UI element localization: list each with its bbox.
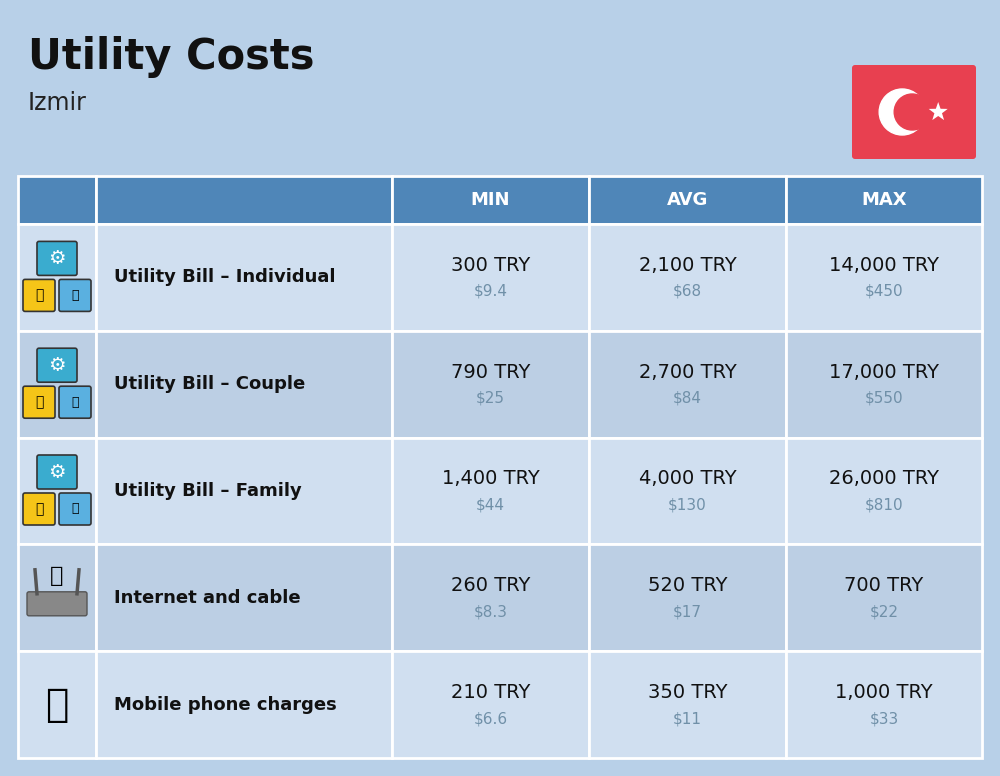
Text: MAX: MAX — [861, 191, 907, 209]
FancyBboxPatch shape — [786, 176, 982, 224]
FancyBboxPatch shape — [59, 493, 91, 525]
Text: 300 TRY: 300 TRY — [451, 256, 530, 275]
FancyBboxPatch shape — [589, 224, 786, 331]
Text: 260 TRY: 260 TRY — [451, 577, 530, 595]
Polygon shape — [929, 102, 948, 120]
Circle shape — [879, 89, 925, 135]
Text: $44: $44 — [476, 497, 505, 512]
Text: $9.4: $9.4 — [474, 284, 508, 299]
FancyBboxPatch shape — [59, 279, 91, 311]
Text: $84: $84 — [673, 390, 702, 406]
Text: Utility Bill – Couple: Utility Bill – Couple — [114, 376, 305, 393]
FancyBboxPatch shape — [392, 651, 589, 758]
FancyBboxPatch shape — [18, 651, 96, 758]
Text: Utility Bill – Family: Utility Bill – Family — [114, 482, 302, 500]
FancyBboxPatch shape — [589, 176, 786, 224]
Text: 🚰: 🚰 — [71, 396, 79, 409]
FancyBboxPatch shape — [18, 224, 96, 331]
FancyBboxPatch shape — [589, 545, 786, 651]
Text: $810: $810 — [865, 497, 903, 512]
Text: 4,000 TRY: 4,000 TRY — [639, 469, 736, 489]
FancyBboxPatch shape — [96, 224, 392, 331]
Text: $33: $33 — [869, 711, 899, 726]
FancyBboxPatch shape — [27, 592, 87, 616]
Text: 2,100 TRY: 2,100 TRY — [639, 256, 736, 275]
FancyBboxPatch shape — [96, 331, 392, 438]
Text: $17: $17 — [673, 605, 702, 619]
FancyBboxPatch shape — [589, 331, 786, 438]
Text: 14,000 TRY: 14,000 TRY — [829, 256, 939, 275]
FancyBboxPatch shape — [37, 241, 77, 275]
Circle shape — [894, 94, 930, 130]
FancyBboxPatch shape — [37, 348, 77, 383]
Text: Internet and cable: Internet and cable — [114, 589, 301, 607]
FancyBboxPatch shape — [23, 279, 55, 311]
Text: $450: $450 — [865, 284, 903, 299]
FancyBboxPatch shape — [392, 438, 589, 545]
FancyBboxPatch shape — [23, 493, 55, 525]
Text: 210 TRY: 210 TRY — [451, 683, 530, 702]
Text: 🚰: 🚰 — [71, 503, 79, 515]
FancyBboxPatch shape — [96, 545, 392, 651]
Text: Izmir: Izmir — [28, 91, 87, 115]
Text: 🔌: 🔌 — [35, 502, 43, 516]
FancyBboxPatch shape — [392, 176, 589, 224]
Text: 1,400 TRY: 1,400 TRY — [442, 469, 539, 489]
FancyBboxPatch shape — [589, 438, 786, 545]
FancyBboxPatch shape — [786, 651, 982, 758]
FancyBboxPatch shape — [589, 651, 786, 758]
Text: 1,000 TRY: 1,000 TRY — [835, 683, 933, 702]
Text: $22: $22 — [870, 605, 898, 619]
Text: $8.3: $8.3 — [474, 605, 508, 619]
Text: AVG: AVG — [667, 191, 708, 209]
Text: 350 TRY: 350 TRY — [648, 683, 727, 702]
Text: Mobile phone charges: Mobile phone charges — [114, 695, 337, 714]
FancyBboxPatch shape — [96, 176, 392, 224]
FancyBboxPatch shape — [37, 455, 77, 489]
Text: Utility Costs: Utility Costs — [28, 36, 314, 78]
Text: 📶: 📶 — [50, 566, 64, 586]
FancyBboxPatch shape — [96, 438, 392, 545]
Text: $11: $11 — [673, 711, 702, 726]
FancyBboxPatch shape — [96, 651, 392, 758]
FancyBboxPatch shape — [852, 65, 976, 159]
FancyBboxPatch shape — [786, 545, 982, 651]
Text: 26,000 TRY: 26,000 TRY — [829, 469, 939, 489]
Text: 🚰: 🚰 — [71, 289, 79, 302]
FancyBboxPatch shape — [786, 224, 982, 331]
Text: ⚙: ⚙ — [48, 355, 66, 375]
Text: $550: $550 — [865, 390, 903, 406]
FancyBboxPatch shape — [786, 438, 982, 545]
FancyBboxPatch shape — [786, 331, 982, 438]
Text: 🔌: 🔌 — [35, 289, 43, 303]
FancyBboxPatch shape — [59, 386, 91, 418]
FancyBboxPatch shape — [392, 545, 589, 651]
FancyBboxPatch shape — [18, 545, 96, 651]
FancyBboxPatch shape — [18, 331, 96, 438]
Text: 790 TRY: 790 TRY — [451, 362, 530, 382]
Text: $25: $25 — [476, 390, 505, 406]
Text: 2,700 TRY: 2,700 TRY — [639, 362, 736, 382]
Text: Utility Bill – Individual: Utility Bill – Individual — [114, 268, 336, 286]
FancyBboxPatch shape — [18, 176, 96, 224]
Text: 📱: 📱 — [45, 686, 69, 723]
Text: $130: $130 — [668, 497, 707, 512]
Text: 17,000 TRY: 17,000 TRY — [829, 362, 939, 382]
Text: MIN: MIN — [471, 191, 510, 209]
FancyBboxPatch shape — [392, 331, 589, 438]
Text: $6.6: $6.6 — [473, 711, 508, 726]
Text: ⚙: ⚙ — [48, 249, 66, 268]
Text: $68: $68 — [673, 284, 702, 299]
Text: 520 TRY: 520 TRY — [648, 577, 727, 595]
FancyBboxPatch shape — [23, 386, 55, 418]
Text: 700 TRY: 700 TRY — [844, 577, 924, 595]
FancyBboxPatch shape — [392, 224, 589, 331]
Text: ⚙: ⚙ — [48, 462, 66, 481]
Text: 🔌: 🔌 — [35, 395, 43, 409]
FancyBboxPatch shape — [18, 438, 96, 545]
